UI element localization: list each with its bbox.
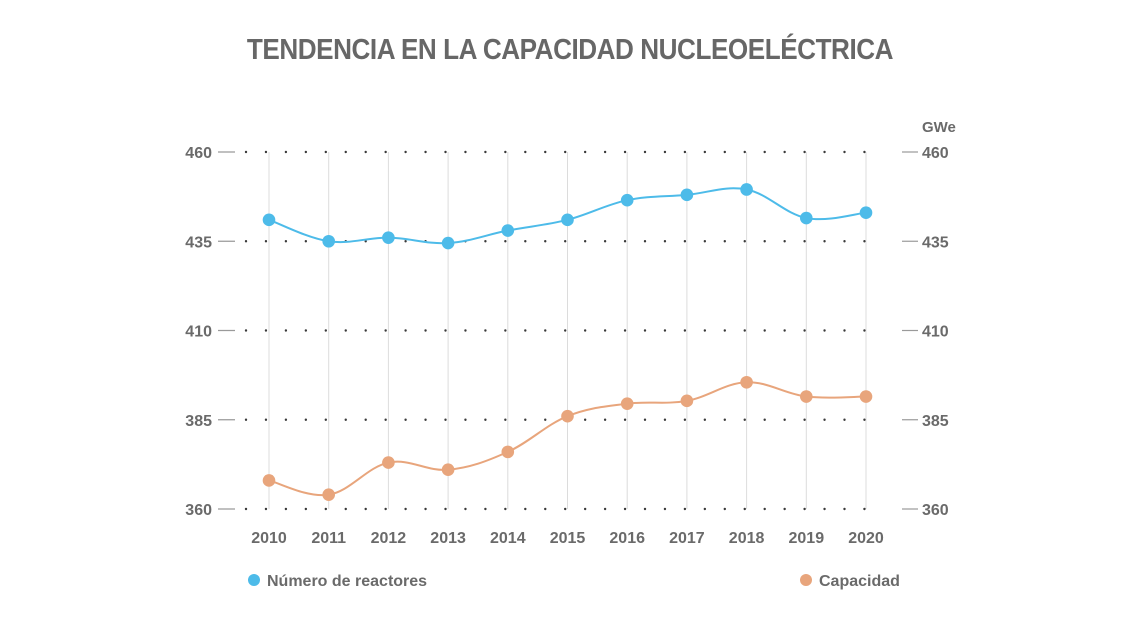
y-tick-label-left: 360 (185, 502, 212, 519)
y-tick-label-left: 410 (185, 324, 212, 341)
data-point (501, 445, 515, 459)
legend-marker (800, 574, 812, 586)
data-point (382, 231, 395, 244)
y-tick-label-right: 435 (922, 234, 949, 251)
x-tick-label: 2010 (251, 530, 287, 547)
legend-item: Capacidad (800, 573, 900, 590)
legend-item: Número de reactores (248, 573, 427, 590)
x-tick-label: 2017 (669, 530, 705, 547)
x-tick-label: 2019 (789, 530, 825, 547)
y-tick-label-left: 460 (185, 145, 212, 162)
data-point (322, 234, 336, 248)
data-point (800, 211, 813, 225)
data-point (620, 397, 634, 410)
data-point (561, 409, 574, 423)
data-point (561, 213, 574, 227)
legend-label: Capacidad (819, 573, 900, 590)
x-tick-label: 2011 (311, 530, 346, 547)
y-tick-label-right: 460 (922, 145, 949, 162)
legend-marker (248, 574, 260, 586)
x-tick-label: 2014 (490, 530, 526, 547)
legend: Número de reactores Capacidad (248, 573, 900, 590)
data-point (322, 488, 336, 502)
data-point (859, 206, 873, 219)
data-point (680, 394, 694, 408)
x-tick-label: 2015 (550, 530, 586, 547)
data-point (740, 375, 753, 389)
data-point (262, 474, 276, 487)
data-point (441, 236, 455, 250)
data-point (382, 456, 395, 469)
legend-label: Número de reactores (267, 573, 427, 590)
y-tick-label-right: 385 (922, 413, 949, 430)
axes: 360 360 385 385 410 410 435 435 460 460 GWe 2010 201… (185, 119, 956, 547)
data-point (800, 390, 813, 403)
y-tick-label-right: 410 (922, 324, 949, 341)
data-point (740, 183, 753, 196)
data-point (441, 463, 455, 477)
series-capacidad (262, 375, 873, 502)
data-point (620, 193, 634, 207)
y-tick-label-left: 435 (185, 234, 212, 251)
x-tick-label: 2016 (609, 530, 645, 547)
data-point (680, 188, 694, 202)
x-tick-label: 2012 (371, 530, 407, 547)
x-tick-label: 2020 (848, 530, 884, 547)
data-point (262, 213, 276, 227)
grid (244, 150, 872, 511)
y-tick-label-left: 385 (185, 413, 212, 430)
series-reactores (262, 183, 873, 250)
right-axis-unit: GWe (922, 119, 956, 136)
chart-title: TENDENCIA EN LA CAPACIDAD NUCLEOELÉCTRIC… (246, 34, 894, 66)
data-point (859, 390, 873, 403)
series (262, 183, 873, 502)
y-tick-label-right: 360 (922, 502, 949, 519)
x-tick-label: 2018 (729, 530, 765, 547)
data-point (501, 224, 515, 237)
x-tick-label: 2013 (430, 530, 466, 547)
